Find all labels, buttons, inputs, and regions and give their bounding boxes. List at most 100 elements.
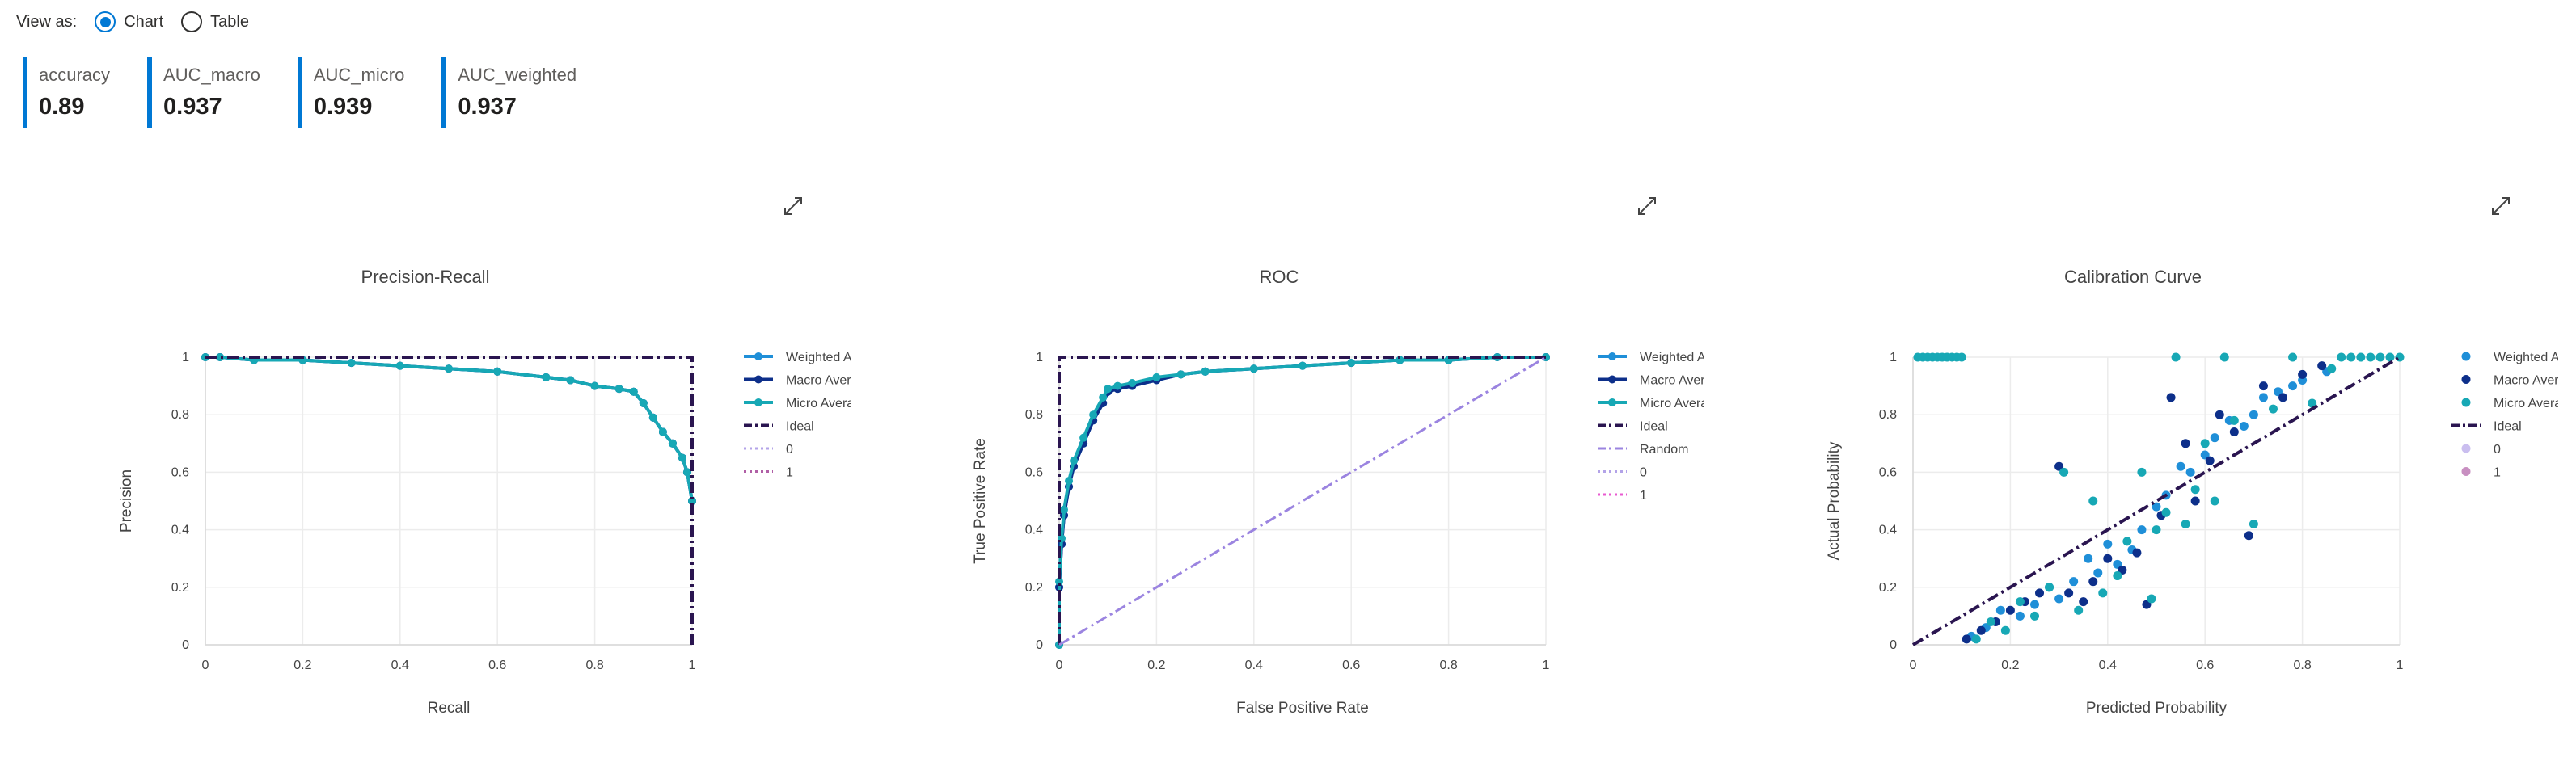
data-point bbox=[2249, 519, 2258, 528]
legend-item-0[interactable]: 0 bbox=[1598, 466, 1647, 480]
data-point bbox=[2215, 410, 2224, 419]
legend-item-macro-average[interactable]: Macro Average bbox=[1598, 374, 1704, 388]
data-point bbox=[1957, 352, 1966, 362]
series-line-ideal bbox=[1911, 356, 2401, 646]
legend-label: Macro Average bbox=[1640, 374, 1704, 388]
series-line-macro-average bbox=[205, 356, 694, 502]
legend-item-ideal[interactable]: Ideal bbox=[1598, 420, 1668, 434]
data-point bbox=[2015, 611, 2025, 621]
x-tick-label: 0.6 bbox=[488, 659, 506, 672]
data-point bbox=[2137, 467, 2147, 477]
legend-label: Ideal bbox=[2494, 420, 2522, 434]
legend-marker bbox=[754, 398, 762, 406]
series-line-ideal bbox=[205, 356, 694, 645]
metric-value: 0.937 bbox=[458, 94, 517, 120]
chart-panel-roc: ROC 0 0.2 0.4 0.6 0.8 1 0 0.2 0.4 0.6 0.8 1 False Po… bbox=[854, 186, 1704, 760]
legend-label: Weighted Average bbox=[2494, 351, 2558, 364]
metric-name: AUC_weighted bbox=[458, 65, 577, 85]
view-as-table-radio[interactable]: Table bbox=[181, 11, 249, 32]
data-point bbox=[2239, 421, 2249, 431]
y-axis-label: True Positive Rate bbox=[972, 438, 989, 564]
y-tick-label: 1 bbox=[1036, 351, 1043, 364]
legend-swatch bbox=[2461, 375, 2471, 384]
data-point bbox=[2244, 531, 2253, 541]
legend-label: Macro Average bbox=[786, 374, 851, 388]
legend-item-1[interactable]: 1 bbox=[1598, 489, 1647, 503]
x-axis-label: Recall bbox=[428, 700, 471, 717]
view-as-chart-label[interactable]: Chart bbox=[124, 12, 164, 31]
radio-circle-icon[interactable] bbox=[95, 11, 116, 32]
y-tick-label: 1 bbox=[1890, 351, 1897, 364]
legend-item-weighted-average[interactable]: Weighted Average bbox=[2461, 351, 2559, 364]
x-tick-label: 0 bbox=[202, 659, 209, 672]
y-tick-label: 1 bbox=[182, 351, 189, 364]
expand-icon[interactable] bbox=[783, 196, 804, 217]
data-point bbox=[2064, 588, 2074, 598]
view-as-chart-radio[interactable]: Chart bbox=[95, 11, 163, 32]
y-tick-label: 0.8 bbox=[1879, 408, 1897, 422]
legend-item-1[interactable]: 1 bbox=[744, 466, 793, 480]
data-point bbox=[1347, 359, 1356, 368]
data-point bbox=[2229, 415, 2239, 425]
legend-item-1[interactable]: 1 bbox=[2461, 466, 2502, 480]
series-micro-average bbox=[1913, 352, 2405, 644]
view-as-label: View as: bbox=[16, 12, 78, 31]
data-point bbox=[216, 353, 225, 361]
radio-circle-icon[interactable] bbox=[181, 11, 203, 32]
x-tick-label: 0.4 bbox=[1245, 659, 1263, 672]
legend-item-0[interactable]: 0 bbox=[744, 443, 793, 457]
series-micro-average bbox=[201, 353, 696, 505]
series-ideal bbox=[205, 356, 694, 645]
data-point bbox=[2210, 433, 2219, 443]
x-tick-label: 1 bbox=[2397, 659, 2404, 672]
series-macro-average bbox=[201, 353, 696, 505]
legend-label: Micro Average bbox=[1640, 397, 1704, 410]
legend-item-macro-average[interactable]: Macro Average bbox=[744, 374, 851, 388]
legend-item-ideal[interactable]: Ideal bbox=[744, 420, 814, 434]
legend-item-macro-average[interactable]: Macro Average bbox=[2461, 374, 2559, 388]
data-point bbox=[2098, 588, 2108, 598]
data-point bbox=[2000, 625, 2010, 635]
expand-icon[interactable] bbox=[1636, 196, 1658, 217]
legend-item-micro-average[interactable]: Micro Average bbox=[1598, 397, 1704, 410]
chart-title: Calibration Curve bbox=[2064, 267, 2202, 287]
data-point bbox=[2258, 393, 2268, 402]
data-point bbox=[2084, 554, 2093, 563]
legend-item-0[interactable]: 0 bbox=[2461, 443, 2502, 457]
data-point bbox=[2317, 361, 2327, 371]
legend-label: Weighted Average bbox=[1640, 351, 1704, 364]
legend-item-weighted-average[interactable]: Weighted Average bbox=[1598, 351, 1704, 364]
legend-item-random[interactable]: Random bbox=[1598, 443, 1688, 457]
y-axis-label: Actual Probability bbox=[1826, 441, 1843, 560]
y-tick-label: 0.4 bbox=[1879, 524, 1897, 537]
data-point bbox=[2346, 352, 2356, 362]
legend-item-micro-average[interactable]: Micro Average bbox=[744, 397, 851, 410]
data-point bbox=[2059, 467, 2069, 477]
data-point bbox=[2176, 461, 2185, 471]
data-point bbox=[2088, 577, 2098, 587]
expand-icon[interactable] bbox=[2490, 196, 2511, 217]
data-point bbox=[2190, 485, 2200, 495]
legend-item-weighted-average[interactable]: Weighted Average bbox=[744, 351, 851, 364]
legend-label: Weighted Average bbox=[786, 351, 851, 364]
data-point bbox=[2337, 352, 2346, 362]
legend-item-micro-average[interactable]: Micro Average bbox=[2461, 397, 2559, 410]
data-point bbox=[2045, 583, 2054, 592]
legend-label: 1 bbox=[1640, 489, 1647, 503]
series-line-weighted-average bbox=[205, 356, 694, 502]
legend-item-ideal[interactable]: Ideal bbox=[2451, 420, 2522, 434]
legend-label: Random bbox=[1640, 443, 1688, 457]
y-tick-label: 0.2 bbox=[1025, 581, 1043, 595]
series-ideal bbox=[1911, 356, 2401, 646]
data-point bbox=[2103, 539, 2113, 549]
view-as-table-label[interactable]: Table bbox=[210, 12, 249, 31]
x-tick-label: 0.8 bbox=[2293, 659, 2311, 672]
chart-panel-precision-recall: Precision-Recall 0 0.2 0.4 0.6 0.8 1 0 0.2 0.4 0.… bbox=[0, 186, 851, 760]
x-tick-label: 0.6 bbox=[1342, 659, 1360, 672]
data-point bbox=[2210, 496, 2219, 506]
data-point bbox=[2190, 496, 2200, 506]
legend-label: Micro Average bbox=[786, 397, 851, 410]
data-point bbox=[2161, 507, 2171, 517]
data-point bbox=[2366, 352, 2375, 362]
data-point bbox=[2327, 364, 2337, 373]
